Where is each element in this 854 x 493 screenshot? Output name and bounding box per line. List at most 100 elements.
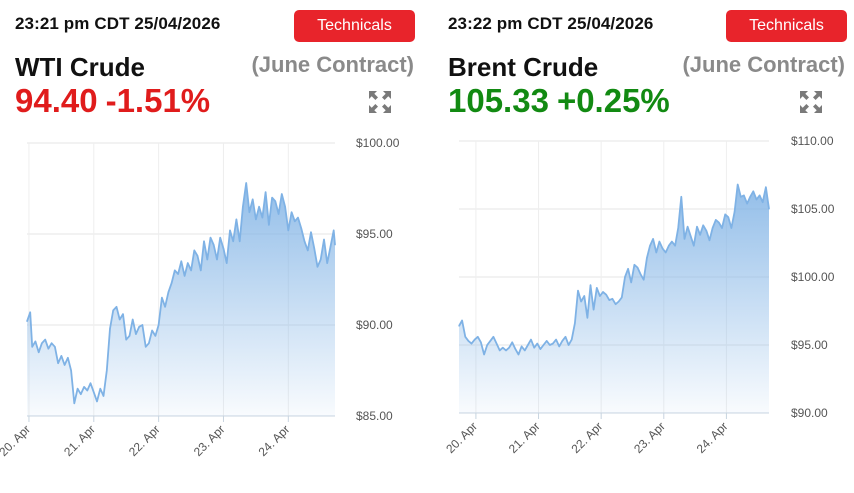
expand-arrows-icon[interactable] [799,90,823,114]
data-point [627,268,629,270]
data-point [492,336,494,338]
expand-arrows-icon[interactable] [368,90,392,114]
y-tick-label: $95.00 [356,227,393,241]
data-point [727,216,729,218]
x-tick-label: 23. Apr [191,422,228,459]
price-area [459,184,769,413]
data-point [646,257,648,259]
data-point [755,198,758,201]
data-point [517,353,520,356]
brent-panel: 23:22 pm CDT 25/04/2026 Technicals Brent… [427,0,854,493]
data-point [596,287,598,289]
data-point [671,241,673,243]
data-point [546,340,548,342]
x-tick-label: 20. Apr [0,422,33,459]
data-point [715,219,717,221]
data-point [26,320,28,322]
data-point [190,269,192,271]
change-value: +0.25% [556,82,670,119]
y-tick-label: $100.00 [791,270,835,284]
data-point [708,239,711,241]
data-point [177,273,179,275]
y-tick-label: $100.00 [356,136,400,150]
data-point [252,198,254,200]
data-point [730,227,732,229]
data-point [297,217,299,219]
data-point [524,349,526,351]
data-point [326,262,328,264]
data-point [29,311,31,313]
change-value: -1.51% [105,82,211,119]
data-point [568,344,570,346]
data-point [564,336,567,338]
data-point [740,196,742,198]
data-point [158,324,160,326]
timestamp: 23:21 pm CDT 25/04/2026 [15,14,221,33]
data-point [316,266,319,268]
data-point [558,345,560,347]
data-point [80,393,82,395]
data-point [624,276,626,278]
data-point [73,402,75,404]
data-point [138,326,140,328]
data-point [135,333,137,335]
data-point [96,400,98,402]
data-point [86,389,88,392]
data-point [180,260,182,262]
data-point [70,369,72,372]
data-point [38,351,40,353]
technicals-button[interactable]: Technicals [294,10,415,42]
data-point [284,206,286,208]
data-point [508,347,510,349]
data-point [239,240,241,242]
data-point [31,346,33,348]
data-point [219,237,221,239]
data-point [67,357,69,359]
data-point [174,269,176,271]
data-point [313,248,315,250]
wti-price-chart: $85.00 $90.00 $95.00 $100.00 20. Apr 21. Apr 2… [0,136,400,459]
data-point [268,224,270,226]
y-tick-label: $90.00 [356,318,393,332]
data-point [148,342,150,344]
data-point [652,238,654,240]
data-point [294,220,296,222]
data-point [677,227,679,229]
data-point [145,346,147,348]
data-point [303,240,306,242]
data-point [122,313,124,315]
data-point [752,190,754,192]
data-point [658,241,660,243]
data-point [743,194,745,196]
data-point [278,213,280,215]
data-point [655,251,657,254]
data-point [291,211,293,213]
data-point [99,388,101,390]
data-point [690,235,692,237]
instrument-title: WTI Crude [15,52,145,82]
data-point [196,255,199,257]
price-value: 105.33 [448,82,549,119]
data-point [505,349,507,351]
data-point [511,341,513,343]
data-point [586,317,588,319]
technicals-button[interactable]: Technicals [726,10,847,42]
y-tick-label: $110.00 [791,134,834,148]
data-point [206,258,208,261]
data-point [164,306,166,308]
data-point [474,339,476,341]
data-point [310,231,312,233]
x-tick-label: 21. Apr [506,419,543,456]
data-point [674,245,676,247]
data-point [255,218,257,220]
data-point [496,343,498,345]
price-value: 94.40 [15,82,98,119]
data-point [486,344,488,346]
data-point [533,347,535,349]
x-tick-label: 21. Apr [61,422,98,459]
data-point [702,224,704,226]
data-point [154,335,156,337]
data-point [765,186,767,188]
data-point [561,340,563,342]
data-point [683,238,686,240]
